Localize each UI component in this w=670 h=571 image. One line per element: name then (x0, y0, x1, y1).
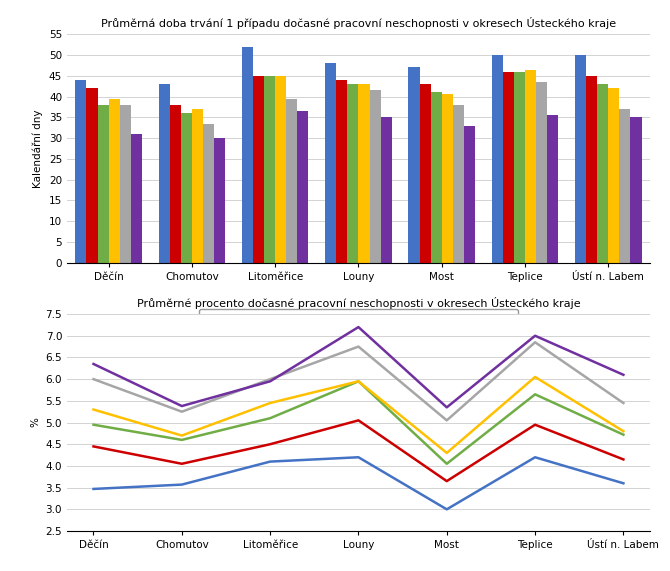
Bar (336, 80, 347, 263)
Bar (597, 84, 608, 263)
Bar (192, 109, 203, 263)
Bar (159, 84, 170, 263)
Bar (492, 55, 502, 263)
Bar (120, 105, 131, 263)
2019 (90, 406, 98, 413)
Title: Průměrné procento dočasné pracovní neschopnosti v okresech Ústeckého kraje: Průměrné procento dočasné pracovní nesch… (137, 297, 580, 309)
Bar (586, 76, 597, 263)
Bar (253, 76, 264, 263)
2019 (354, 378, 362, 385)
2020 (266, 376, 274, 383)
Bar (619, 109, 630, 263)
2012 (354, 454, 362, 461)
Bar (86, 89, 98, 263)
Bar (370, 90, 381, 263)
2018 (90, 421, 98, 428)
Line: 2018: 2018 (94, 381, 623, 464)
2019 (266, 400, 274, 407)
2018 (354, 378, 362, 385)
Legend: 2012, 2015, 2018, 2019, 2020, 2021: 2012, 2015, 2018, 2019, 2020, 2021 (199, 309, 518, 329)
Bar (442, 94, 453, 263)
2020 (90, 376, 98, 383)
2015 (178, 460, 186, 467)
2021 (178, 403, 186, 409)
2018 (531, 391, 539, 398)
Bar (608, 89, 619, 263)
2018 (266, 415, 274, 421)
Bar (98, 105, 109, 263)
2015 (443, 478, 451, 485)
2020 (531, 339, 539, 345)
Bar (547, 115, 558, 263)
Bar (170, 105, 181, 263)
Bar (325, 63, 336, 263)
2021 (90, 360, 98, 367)
Bar (214, 138, 225, 263)
Line: 2012: 2012 (94, 457, 623, 509)
2021 (619, 371, 627, 378)
Bar (381, 117, 392, 263)
2012 (443, 506, 451, 513)
Bar (264, 76, 275, 263)
Bar (358, 84, 370, 263)
Bar (464, 126, 475, 263)
Bar (286, 99, 297, 263)
2012 (531, 454, 539, 461)
Bar (502, 71, 514, 263)
2012 (619, 480, 627, 486)
Bar (181, 113, 192, 263)
Bar (514, 71, 525, 263)
Line: 2015: 2015 (94, 420, 623, 481)
2020 (178, 408, 186, 415)
Bar (536, 82, 547, 263)
Bar (242, 47, 253, 263)
Bar (575, 55, 586, 263)
Bar (453, 105, 464, 263)
Bar (525, 70, 536, 263)
Y-axis label: %: % (30, 417, 40, 428)
2020 (443, 417, 451, 424)
2018 (443, 460, 451, 467)
2021 (266, 378, 274, 385)
2019 (531, 373, 539, 380)
2019 (619, 428, 627, 435)
2020 (354, 343, 362, 350)
Bar (297, 111, 308, 263)
2021 (531, 332, 539, 339)
Bar (131, 134, 142, 263)
Bar (419, 84, 431, 263)
2015 (90, 443, 98, 450)
2021 (354, 324, 362, 331)
Bar (109, 99, 120, 263)
2012 (178, 481, 186, 488)
2015 (531, 421, 539, 428)
Bar (203, 123, 214, 263)
2018 (178, 436, 186, 443)
2020 (619, 400, 627, 407)
2012 (90, 485, 98, 492)
2019 (178, 432, 186, 439)
Line: 2019: 2019 (94, 377, 623, 453)
2012 (266, 458, 274, 465)
2021 (443, 404, 451, 411)
Line: 2020: 2020 (94, 342, 623, 420)
Bar (431, 93, 442, 263)
Y-axis label: Kalendářní dny: Kalendářní dny (33, 109, 44, 188)
Bar (75, 80, 86, 263)
Bar (409, 67, 419, 263)
Bar (630, 117, 642, 263)
Line: 2021: 2021 (94, 327, 623, 407)
Bar (347, 84, 358, 263)
2015 (354, 417, 362, 424)
2015 (266, 441, 274, 448)
2015 (619, 456, 627, 463)
2019 (443, 449, 451, 456)
Bar (275, 76, 286, 263)
2018 (619, 431, 627, 438)
Title: Průměrná doba trvání 1 případu dočasné pracovní neschopnosti v okresech Ústeckéh: Průměrná doba trvání 1 případu dočasné p… (101, 17, 616, 29)
